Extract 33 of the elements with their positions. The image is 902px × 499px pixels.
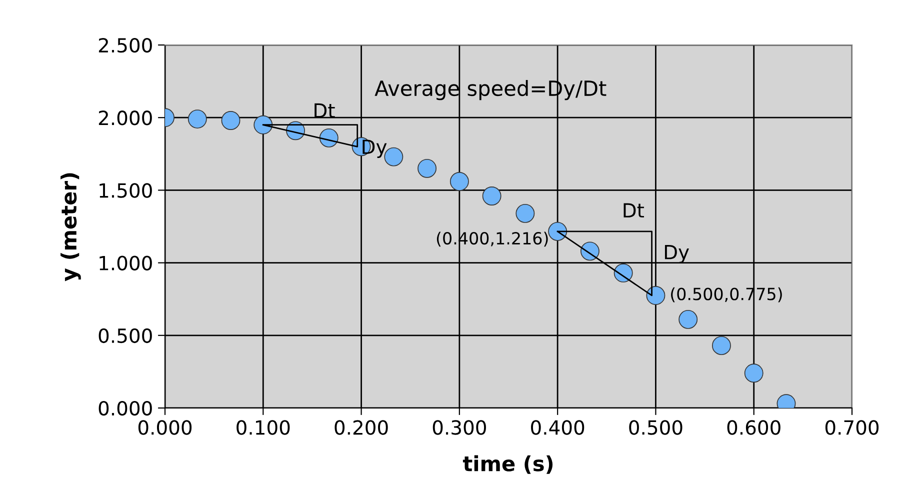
y-tick-label: 0.500 bbox=[98, 328, 152, 344]
y-axis-title: y (meter) bbox=[60, 173, 81, 282]
point bbox=[516, 204, 535, 223]
point bbox=[450, 172, 469, 191]
point bbox=[482, 186, 502, 206]
x-tick-label: 0.600 bbox=[727, 420, 780, 435]
point bbox=[580, 242, 600, 261]
point bbox=[614, 263, 633, 282]
point bbox=[678, 310, 698, 329]
point bbox=[646, 286, 666, 305]
point bbox=[188, 110, 207, 129]
y-tick-label: 2.500 bbox=[98, 38, 152, 53]
point bbox=[254, 115, 273, 134]
point bbox=[418, 158, 437, 178]
x-tick-label: 0.200 bbox=[334, 420, 388, 435]
annotation: Dt bbox=[624, 203, 644, 218]
annotation: Dy bbox=[664, 244, 689, 264]
point bbox=[319, 128, 338, 148]
y-tick-label: 2.000 bbox=[98, 110, 152, 126]
x-tick-label: 0.000 bbox=[138, 420, 192, 435]
point bbox=[548, 222, 568, 241]
x-axis-title: time (s) bbox=[462, 455, 553, 474]
x-tick-label: 0.400 bbox=[531, 420, 584, 435]
x-tick-label: 0.700 bbox=[825, 420, 879, 435]
y-tick-label: 1.500 bbox=[100, 183, 152, 198]
y-tick-label: 1.000 bbox=[100, 256, 152, 270]
x-tick-label: 0.300 bbox=[432, 420, 486, 435]
y-tick-label: 0.000 bbox=[98, 400, 152, 416]
point bbox=[712, 336, 731, 356]
x-tick-label: 0.500 bbox=[629, 420, 682, 435]
point bbox=[221, 111, 240, 130]
point bbox=[744, 364, 764, 383]
x-tick-label: 0.100 bbox=[236, 420, 290, 435]
